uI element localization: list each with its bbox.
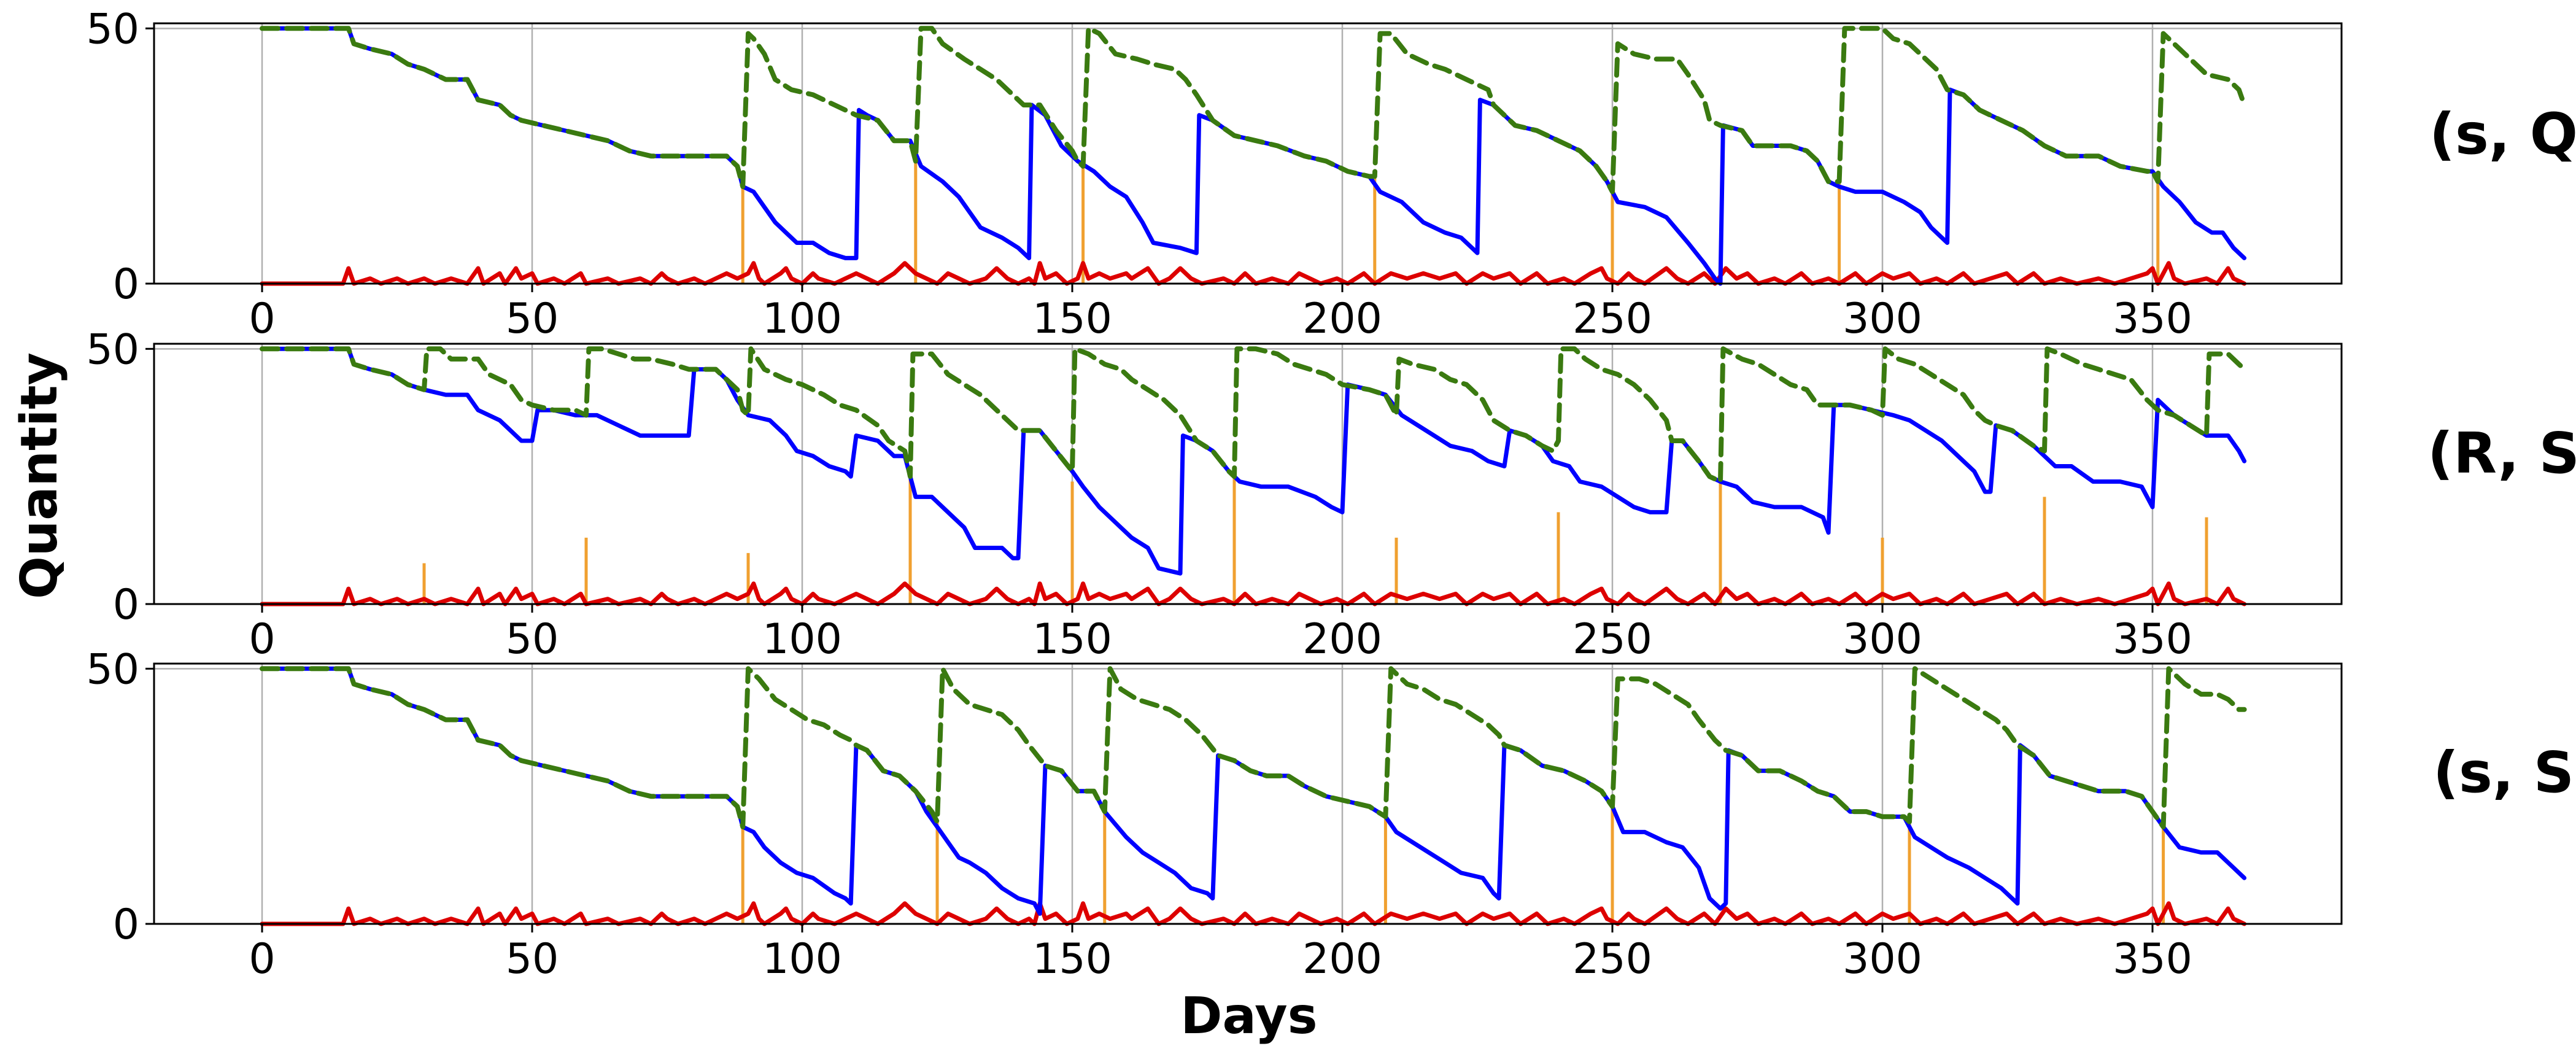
panel-title: (s, Q) [2429,101,2576,167]
x-tick-label: 350 [2113,295,2192,343]
x-tick-label: 300 [1843,935,1922,983]
x-tick-label: 150 [1032,295,1112,343]
x-tick-label: 0 [249,935,275,983]
y-tick-label: 0 [113,260,139,309]
panel-s-s: 0 50 100 150 200 250 300 350 0 50 (s, S) [86,645,2576,983]
x-tick-label: 150 [1032,935,1112,983]
x-tick-label: 100 [762,615,842,664]
x-tick-label: 50 [506,935,559,983]
y-tick-label: 0 [113,901,139,949]
x-tick-label: 200 [1302,295,1382,343]
x-tick-label: 250 [1572,935,1652,983]
x-tick-label: 50 [506,615,559,664]
series-line-demand [260,261,2247,286]
x-tick-label: 300 [1843,295,1922,343]
x-tick-label: 350 [2113,615,2192,664]
x-tick-label: 50 [506,295,559,343]
panel-title: (R, S) [2427,421,2576,486]
x-tick-label: 100 [762,935,842,983]
panel-s-q: 0 50 100 150 200 250 300 350 0 50 (s, Q) [86,5,2576,343]
x-tick-label: 0 [249,295,275,343]
axes-frame [153,343,2343,605]
y-tick-label: 0 [113,581,139,629]
series-line-demand [260,901,2247,926]
x-tick-label: 150 [1032,615,1112,664]
series-line-demand [260,581,2247,607]
y-tick-label: 50 [86,325,139,374]
x-tick-label: 200 [1302,935,1382,983]
x-tick-label: 300 [1843,615,1922,664]
panel-title: (s, S) [2433,740,2576,805]
x-tick-label: 350 [2113,935,2192,983]
y-tick-label: 50 [86,645,139,694]
series-line-inventory-position [260,346,2247,484]
x-tick-label: 200 [1302,615,1382,664]
y-axis-label: Quantity [10,352,69,599]
axes-frame [153,22,2343,285]
series-line-inventory-position [260,666,2247,829]
x-tick-label: 0 [249,615,275,664]
series-line-inventory-position [260,26,2247,195]
y-tick-label: 50 [86,5,139,53]
axes-frame [153,662,2343,925]
x-tick-label: 100 [762,295,842,343]
series-line-inventory [260,666,2247,916]
series-line-inventory [260,26,2247,286]
series-line-inventory [260,346,2247,576]
x-tick-label: 250 [1572,295,1652,343]
x-axis-label: Days [1180,987,1317,1045]
x-tick-label: 250 [1572,615,1652,664]
panel-r-s: 0 50 100 150 200 250 300 350 0 50 (R, S) [86,325,2576,664]
